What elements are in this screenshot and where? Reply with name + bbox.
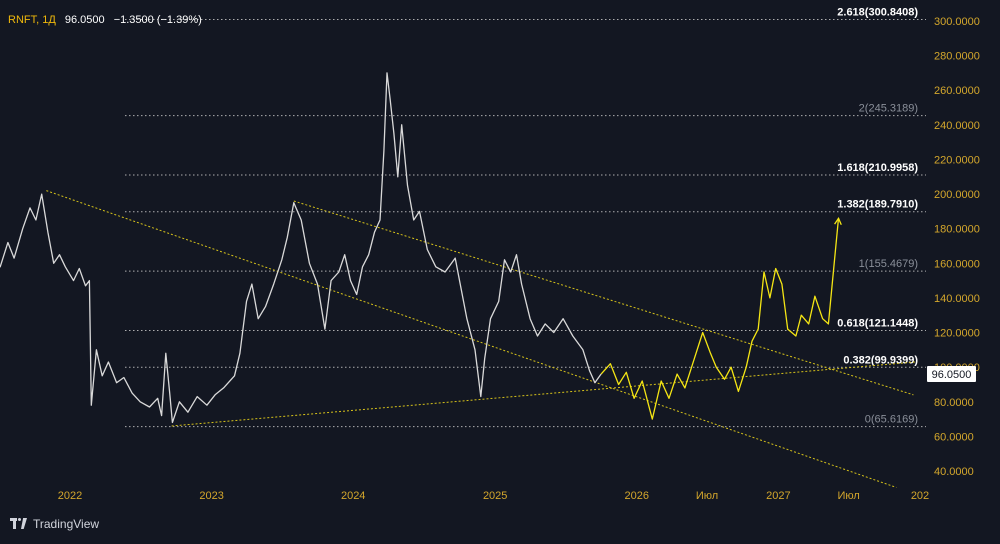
time-axis-tick-label: 2022	[58, 490, 82, 502]
price-axis-tick-label: 280.0000	[934, 51, 980, 63]
price-axis-tick-label: 120.0000	[934, 328, 980, 340]
time-axis-tick-label: 2023	[199, 490, 223, 502]
time-axis-tick-label: 2025	[483, 490, 507, 502]
trendline	[171, 361, 916, 427]
ticker-legend[interactable]: RNFT, 1Д 96.0500 −1.3500 (−1.39%)	[8, 14, 202, 26]
price-axis-tick-label: 80.0000	[934, 397, 974, 409]
time-axis-tick-label: 202	[911, 490, 929, 502]
ticker-last-price: 96.0500	[64, 14, 105, 26]
time-axis-tick-label: 2027	[766, 490, 790, 502]
price-axis-tick-label: 40.0000	[934, 466, 974, 478]
fib-level-label: 0(65.6169)	[865, 414, 918, 426]
fib-level-label: 1.382(189.7910)	[837, 199, 918, 211]
fibonacci-levels: 0(65.6169) 0.382(99.9399) 0.618(121.1448) 1…	[125, 7, 926, 428]
price-axis-tick-label: 180.0000	[934, 224, 980, 236]
fib-level-label: 2.618(300.8408)	[837, 7, 918, 19]
ticker-symbol: RNFT	[8, 14, 37, 26]
price-axis-tick-label: 260.0000	[934, 85, 980, 97]
last-price-marker: 96.0500	[927, 365, 976, 382]
ticker-change: −1.3500 (−1.39%)	[113, 14, 202, 26]
trendlines	[46, 190, 916, 488]
last-price-label: 96.0500	[932, 369, 972, 381]
projection-arrow-head	[834, 216, 842, 225]
fib-level-label: 0.382(99.9399)	[843, 354, 918, 366]
time-axis-tick-label: Июл	[837, 490, 859, 502]
fib-level-label: 2(245.3189)	[859, 103, 918, 115]
price-axis-tick-label: 160.0000	[934, 258, 980, 270]
price-axis-tick-label: 60.0000	[934, 431, 974, 443]
last-price-box	[927, 365, 976, 382]
price-axis[interactable]: 40.000060.000080.0000100.0000120.0000140…	[934, 16, 980, 478]
price-axis-tick-label: 300.0000	[934, 16, 980, 28]
tradingview-icon	[10, 518, 28, 530]
trendline	[293, 200, 914, 396]
fib-level-label: 1(155.4679)	[859, 258, 918, 270]
fib-level-label: 1.618(210.9958)	[837, 162, 918, 174]
time-axis[interactable]: 2022 2023 2024 2025 2026 Июл 2027 Июл 202	[58, 490, 929, 502]
price-axis-tick-label: 140.0000	[934, 293, 980, 305]
projection-series-line	[600, 218, 840, 420]
price-axis-tick-label: 240.0000	[934, 120, 980, 132]
tradingview-wordmark: TradingView	[33, 517, 100, 531]
time-axis-tick-label: 2024	[341, 490, 365, 502]
ticker-interval: 1Д	[42, 14, 56, 26]
price-axis-tick-label: 220.0000	[934, 154, 980, 166]
price-axis-tick-label: 200.0000	[934, 189, 980, 201]
series-layer	[0, 72, 842, 424]
price-series-line	[0, 72, 602, 424]
time-axis-tick-label: 2026	[625, 490, 649, 502]
tradingview-logo[interactable]: TradingView	[10, 517, 99, 531]
fib-level-label: 0.618(121.1448)	[837, 318, 918, 330]
time-axis-tick-label: Июл	[696, 490, 718, 502]
